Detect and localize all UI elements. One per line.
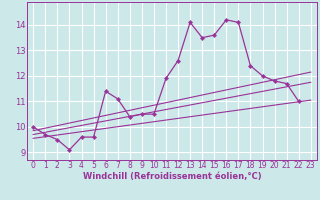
X-axis label: Windchill (Refroidissement éolien,°C): Windchill (Refroidissement éolien,°C): [83, 172, 261, 181]
